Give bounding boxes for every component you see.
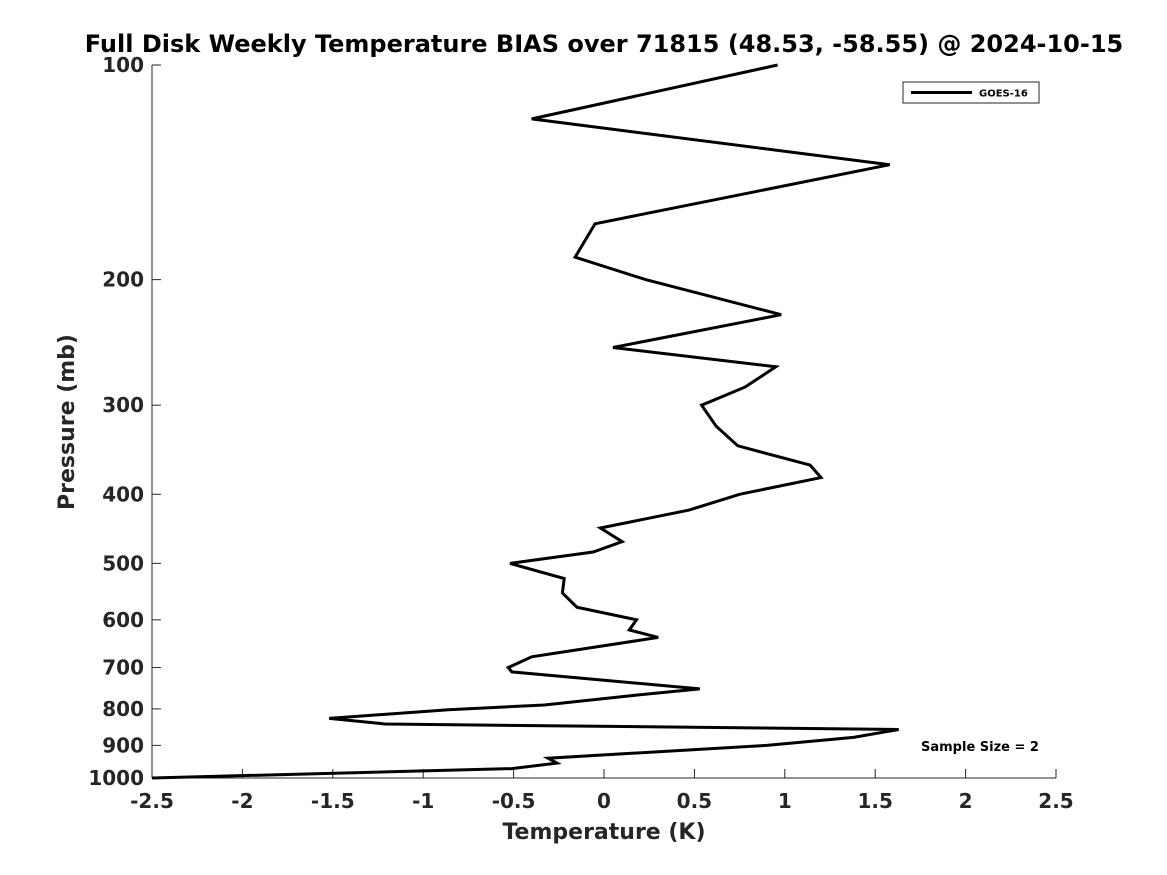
x-tick-label: 0.5 (677, 789, 712, 813)
sample-size-annotation: Sample Size = 2 (921, 740, 1039, 755)
legend: GOES-16 (902, 81, 1040, 104)
x-tick-label: 0 (597, 789, 611, 813)
x-tick-label: -2 (231, 789, 253, 813)
y-axis-ticks: 100 200 300 400 500 600 700 800 900 1000 (88, 53, 161, 790)
x-tick-label: 1 (778, 789, 792, 813)
x-tick-label: -0.5 (492, 789, 536, 813)
x-tick-label: -1.5 (311, 789, 355, 813)
x-tick-label: 1.5 (857, 789, 892, 813)
x-tick-label: -1 (412, 789, 434, 813)
x-axis-ticks: -2.5 -2 -1.5 -1 -0.5 0 0.5 1 1.5 2 2.5 (130, 769, 1074, 813)
x-tick-label: 2.5 (1038, 789, 1073, 813)
y-tick-label: 200 (102, 268, 144, 292)
y-axis-label: Pressure (mb) (55, 334, 80, 510)
y-tick-label: 400 (102, 482, 144, 506)
x-tick-label: 2 (959, 789, 973, 813)
x-tick-label: -2.5 (130, 789, 174, 813)
y-tick-label: 800 (102, 697, 144, 721)
legend-label: GOES-16 (979, 89, 1028, 100)
x-axis-label: Temperature (K) (502, 820, 705, 845)
y-tick-label: 900 (102, 733, 144, 757)
y-tick-label: 700 (102, 656, 144, 680)
series-line (151, 63, 899, 780)
chart-title: Full Disk Weekly Temperature BIAS over 7… (85, 30, 1124, 58)
y-tick-label: 500 (102, 551, 144, 575)
series-layer (151, 63, 899, 780)
plot-area: -2.5 -2 -1.5 -1 -0.5 0 0.5 1 1.5 2 2.5 100 200 300 40… (88, 53, 1073, 813)
y-tick-label: 1000 (88, 766, 144, 790)
y-tick-label: 600 (102, 608, 144, 632)
y-tick-label: 100 (102, 53, 144, 77)
y-tick-label: 300 (102, 393, 144, 417)
